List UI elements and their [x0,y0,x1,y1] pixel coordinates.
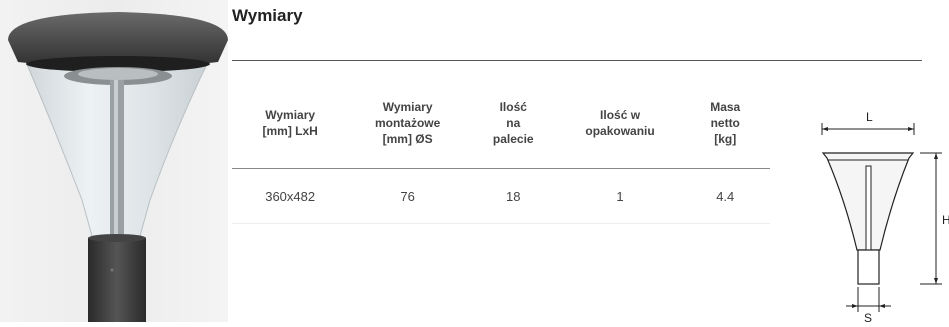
header-line: Wymiary [265,108,316,122]
header-line: Ilość w [600,108,641,122]
col-net-mass: Masa netto [kg] [680,78,770,169]
col-dimensions: Wymiary [mm] LxH [232,78,349,169]
technical-drawing: L H S [812,100,949,327]
table-row: 360x482 76 18 1 4.4 [232,168,770,224]
col-mounting-dimensions: Wymiary montażowe [mm] ØS [348,78,467,169]
street-lamp-image [8,12,228,322]
dimension-label-h: H [942,213,949,227]
header-line: Masa [710,100,741,114]
header-line: [mm] LxH [262,124,318,138]
cell-pallet-qty: 18 [466,168,560,224]
product-photo [0,0,228,322]
col-qty-per-package: Ilość w opakowaniu [559,78,681,169]
col-qty-per-pallet: Ilość na palecie [466,78,560,169]
header-line: montażowe [374,116,441,130]
cell-mounting: 76 [348,168,467,224]
divider [232,60,922,61]
dimension-label-l: L [866,110,873,124]
header-line: Ilość [499,100,527,114]
header-line: na [506,116,521,130]
header-line: opakowaniu [585,124,655,138]
header-line: palecie [492,132,534,146]
cell-net-mass: 4.4 [680,168,770,224]
header-line: [mm] ØS [382,132,433,146]
header-line: netto [710,116,740,130]
section-title: Wymiary [232,6,303,25]
header-line: Wymiary [382,100,433,114]
cell-package-qty: 1 [559,168,681,224]
table-header-row: Wymiary [mm] LxH Wymiary montażowe [mm] … [232,78,770,169]
cell-dimensions: 360x482 [232,168,349,224]
dimension-label-s: S [864,311,872,322]
header-line: [kg] [714,132,737,146]
lamp-outline-diagram: L H S [821,110,949,325]
dimensions-table: Wymiary [mm] LxH Wymiary montażowe [mm] … [232,78,770,224]
